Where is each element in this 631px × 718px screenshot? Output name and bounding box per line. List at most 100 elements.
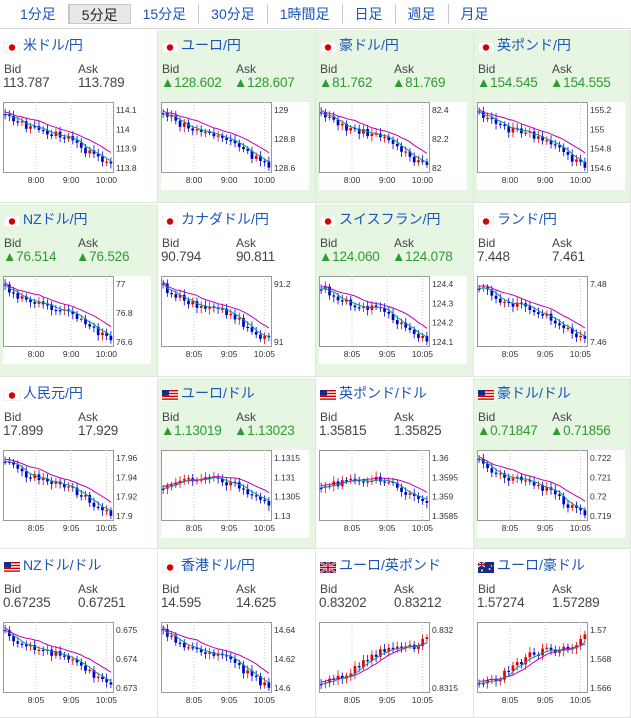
pair-link[interactable]: 英ポンド/円 [477,36,571,54]
tab-timeframe[interactable]: 30分足 [199,4,268,24]
candle-body [254,155,258,159]
chart-container[interactable]: 0.832 0.8315 8:05 9:05 10:05 [319,622,467,710]
candle-body [566,151,570,155]
rate-cell[interactable]: カナダドル/円 Bid Ask 90.794 90.811 91.2 91 8:05 9:05 1… [158,204,316,377]
pair-name[interactable]: ユーロ/豪ドル [497,557,585,573]
pair-link[interactable]: ユーロ/豪ドル [477,556,585,574]
bid-value: 14.595 [161,595,202,610]
rate-cell[interactable]: ランド/円 Bid Ask 7.448 7.461 7.48 7.46 8:05 9:05 10:… [474,204,631,377]
candle-body [62,484,66,488]
pair-name[interactable]: 豪ドル/ドル [497,385,571,401]
rate-cell[interactable]: 米ドル/円 Bid Ask 113.787 113.789 114.1 114 113.9 11… [0,30,158,203]
rate-cell[interactable]: NZドル/円 Bid Ask ▲76.514 ▲76.526 77 76.8 76.6 8:00… [0,204,158,377]
x-tick-label: 8:05 [502,695,519,705]
rate-cell[interactable]: ユーロ/円 Bid Ask ▲128.602 ▲128.607 129 128.8 128.6… [158,30,316,203]
pair-link[interactable]: スイスフラン/円 [319,210,441,228]
rate-cell[interactable]: ユーロ/豪ドル Bid Ask 1.57274 1.57289 1.57 1.568 1.56… [474,550,631,718]
candle-body [109,682,113,685]
tab-timeframe[interactable]: 1時間足 [268,4,343,24]
candle-body [541,314,544,316]
pair-name[interactable]: ユーロ/英ポンド [339,557,441,573]
pair-link[interactable]: 豪ドル/円 [319,36,399,54]
tab-timeframe[interactable]: 5分足 [68,4,131,24]
pair-name[interactable]: 英ポンド/円 [497,37,571,53]
chart-container[interactable]: 14.64 14.62 14.6 8:05 9:05 10:05 [161,622,309,710]
pair-name[interactable]: NZドル/円 [23,211,88,227]
chart-container[interactable]: 129 128.8 128.6 8:00 9:00 10:00 [161,102,309,190]
chart-container[interactable]: 124.4 124.3 124.2 124.1 8:05 9:05 10:05 [319,276,467,364]
pair-link[interactable]: 香港ドル/円 [161,556,255,574]
pair-name[interactable]: カナダドル/円 [181,211,269,227]
ask-label: Ask [78,410,99,424]
pair-link[interactable]: 英ポンド/ドル [320,384,427,402]
pair-link[interactable]: 人民元/円 [3,384,83,402]
rate-cell[interactable]: ユーロ/ドル Bid Ask ▲1.13019 ▲1.13023 1.1315 1.131 1… [158,378,316,549]
rate-cell[interactable]: 豪ドル/ドル Bid Ask ▲0.71847 ▲0.71856 0.722 0.721 0.… [474,378,631,549]
candle-body [408,644,412,647]
rate-cell[interactable]: 豪ドル/円 Bid Ask ▲81.762 ▲81.769 82.4 82.2 82 8:00 9… [316,30,474,203]
candle-body [54,309,58,312]
pair-name[interactable]: NZドル/ドル [23,557,102,573]
rate-cell[interactable]: 英ポンド/ドル Bid Ask 1.35815 1.35825 1.36 1.3595 1.3… [316,378,474,549]
ask-label: Ask [552,410,573,424]
pair-link[interactable]: ユーロ/円 [161,36,241,54]
pair-name[interactable]: ランド/円 [497,211,557,227]
candle-body [259,496,262,500]
pair-name[interactable]: ユーロ/円 [181,37,241,53]
moving-average-short [478,110,586,164]
candle-body [366,128,370,136]
pair-link[interactable]: カナダドル/円 [161,210,269,228]
pair-link[interactable]: 豪ドル/ドル [478,384,571,402]
tab-timeframe[interactable]: 15分足 [131,4,200,24]
pair-link[interactable]: NZドル/円 [3,210,88,228]
chart-container[interactable]: 82.4 82.2 82 8:00 9:00 10:00 [319,102,467,190]
x-tick-label: 8:00 [28,349,45,359]
tab-timeframe[interactable]: 日足 [343,4,396,24]
rate-cell[interactable]: 香港ドル/円 Bid Ask 14.595 14.625 14.64 14.62 14.6 8:… [158,550,316,718]
moving-average-short [4,629,112,682]
pair-name[interactable]: 英ポンド/ドル [339,385,427,401]
y-tick-label: 82.4 [432,105,449,115]
chart-container[interactable]: 0.675 0.674 0.673 8:05 9:05 10:05 [3,622,151,710]
rate-cell[interactable]: NZドル/ドル Bid Ask 0.67235 0.67251 0.675 0.674 0.6… [0,550,158,718]
candle-body [191,128,195,131]
chart-container[interactable]: 1.57 1.568 1.566 8:05 9:05 10:05 [477,622,625,710]
candle-body [54,131,58,137]
pair-name[interactable]: スイスフラン/円 [339,211,441,227]
pair-link[interactable]: 米ドル/円 [3,36,83,54]
rate-cell[interactable]: 人民元/円 Bid Ask 17.899 17.929 17.96 17.94 17.92 17… [0,378,158,549]
pair-name[interactable]: 人民元/円 [23,385,83,401]
rate-cell[interactable]: スイスフラン/円 Bid Ask ▲124.060 ▲124.078 124.4 124.3… [316,204,474,377]
ask-value: 90.811 [236,249,276,264]
pair-link[interactable]: ユーロ/ドル [162,384,255,402]
candle-body [29,299,32,303]
chart-container[interactable]: 1.36 1.3595 1.359 1.3585 8:05 9:05 10:05 [319,450,467,538]
chart-container[interactable]: 7.48 7.46 8:05 9:05 10:05 [477,276,625,364]
chart-container[interactable]: 91.2 91 8:05 9:05 10:05 [161,276,309,364]
rate-cell[interactable]: ユーロ/英ポンド Bid Ask 0.83202 0.83212 0.832 0.8315 8… [316,550,474,718]
pair-name[interactable]: 香港ドル/円 [181,557,255,573]
candle-body [353,128,357,130]
pair-link[interactable]: NZドル/ドル [4,556,102,574]
pair-link[interactable]: ランド/円 [477,210,557,228]
pair-name[interactable]: 米ドル/円 [23,37,83,53]
candle-body [421,638,425,646]
candle-body [477,683,481,685]
candle-body [370,654,374,661]
chart-container[interactable]: 17.96 17.94 17.92 17.9 8:05 9:05 10:05 [3,450,151,538]
rate-cell[interactable]: 英ポンド/円 Bid Ask ▲154.545 ▲154.555 155.2 155 154.… [474,30,631,203]
chart-container[interactable]: 1.1315 1.131 1.1305 1.13 8:05 9:05 10:05 [161,450,309,538]
chart-container[interactable]: 77 76.8 76.6 8:00 9:00 10:00 [3,276,151,364]
pair-name[interactable]: 豪ドル/円 [339,37,399,53]
pair-link[interactable]: ユーロ/英ポンド [319,556,441,574]
pair-name[interactable]: ユーロ/ドル [181,385,255,401]
candle-body [246,489,250,495]
candle-body [490,468,494,473]
chart-container[interactable]: 114.1 114 113.9 113.8 8:00 9:00 10:00 [3,102,151,190]
chart-container[interactable]: 0.722 0.721 0.72 0.719 8:05 9:05 10:05 [477,450,625,538]
tab-timeframe[interactable]: 月足 [460,6,489,22]
price-chart: 82.4 82.2 82 8:00 9:00 10:00 [319,102,449,185]
tab-timeframe[interactable]: 週足 [396,4,449,24]
chart-container[interactable]: 155.2 155 154.8 154.6 8:00 9:00 10:00 [477,102,625,190]
tab-timeframe[interactable]: 1分足 [8,4,69,24]
